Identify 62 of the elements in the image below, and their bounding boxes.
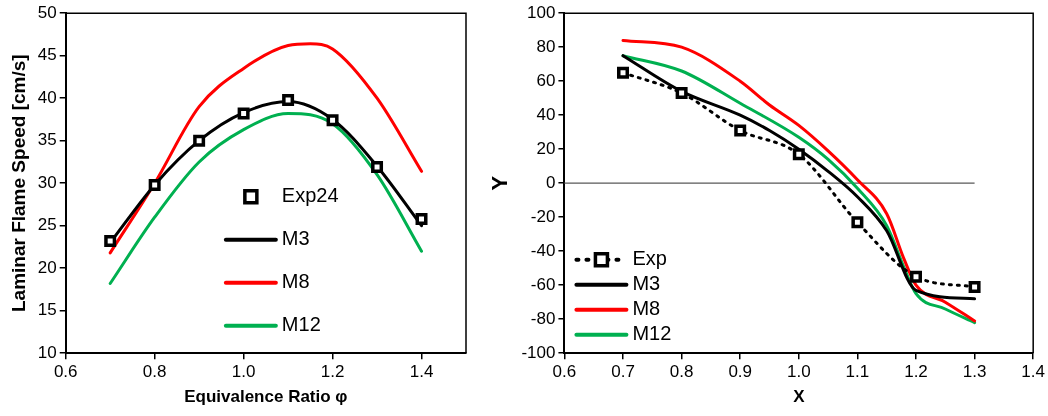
point bbox=[326, 114, 339, 127]
y-axis-title: Y bbox=[487, 175, 513, 191]
legend-label: M8 bbox=[281, 270, 310, 293]
point bbox=[734, 124, 747, 137]
point bbox=[104, 235, 117, 247]
x-tick-label: 1.2 bbox=[904, 362, 928, 382]
y-tick-label: 60 bbox=[536, 70, 556, 90]
y-tick-label: 40 bbox=[37, 87, 57, 107]
x-tick-label: 1.0 bbox=[786, 362, 811, 382]
x-tick-label: 0.8 bbox=[142, 362, 167, 382]
y-tick-label: -80 bbox=[530, 308, 556, 328]
point bbox=[792, 148, 805, 161]
line-series bbox=[108, 42, 424, 255]
x-tick-label: 1.1 bbox=[845, 362, 870, 382]
point bbox=[148, 178, 161, 191]
x-tick-label: 1.4 bbox=[409, 362, 434, 382]
y-tick-label: 100 bbox=[527, 2, 556, 22]
point bbox=[968, 280, 981, 293]
x-tick-label: 0.6 bbox=[53, 362, 78, 382]
y-tick-label: 45 bbox=[37, 45, 57, 65]
x-tick-label: 1.3 bbox=[962, 362, 987, 382]
y-tick-label: 25 bbox=[37, 215, 57, 235]
legend-label: Exp24 bbox=[281, 184, 339, 207]
y-tick-label: 15 bbox=[37, 300, 57, 320]
legend-label: M12 bbox=[632, 322, 672, 345]
point bbox=[617, 66, 630, 79]
y-tick-label: -20 bbox=[530, 206, 556, 226]
point bbox=[193, 134, 206, 147]
x-axis-title: Equivalence Ratio φ bbox=[184, 387, 348, 407]
y-tick-label: 80 bbox=[536, 36, 556, 56]
legend-label: Exp bbox=[632, 247, 667, 270]
x-tick-label: 0.8 bbox=[669, 362, 694, 382]
x-tick-label: 0.6 bbox=[552, 362, 577, 382]
x-tick-label: 1.2 bbox=[320, 362, 345, 382]
point bbox=[415, 212, 428, 225]
y-tick-label: 40 bbox=[536, 104, 556, 124]
y-tick-label: 10 bbox=[37, 342, 57, 362]
point bbox=[282, 93, 295, 106]
point bbox=[237, 107, 250, 120]
legend-label: M3 bbox=[632, 272, 661, 295]
y-tick-label: 0 bbox=[545, 172, 556, 192]
x-tick-label: 1.0 bbox=[231, 362, 256, 382]
legend-label: M3 bbox=[281, 227, 310, 250]
y-tick-label: 20 bbox=[536, 138, 556, 158]
x-axis-title: X bbox=[793, 387, 806, 407]
point bbox=[371, 161, 384, 174]
x-tick-label: 0.7 bbox=[611, 362, 635, 382]
y-tick-label: 30 bbox=[37, 172, 57, 192]
x-tick-label: 0.9 bbox=[728, 362, 753, 382]
y-tick-label: 50 bbox=[37, 2, 57, 22]
point bbox=[675, 87, 688, 100]
y-tick-label: 35 bbox=[37, 130, 57, 150]
y-tick-label: -60 bbox=[530, 274, 556, 294]
legend-label: M8 bbox=[632, 297, 661, 320]
point bbox=[851, 216, 864, 229]
y-tick-label: -40 bbox=[530, 240, 556, 260]
legend-label: M12 bbox=[281, 313, 321, 336]
y-tick-label: -100 bbox=[521, 342, 556, 362]
x-tick-label: 1.4 bbox=[1021, 362, 1045, 382]
y-tick-label: 20 bbox=[37, 257, 57, 277]
point bbox=[910, 270, 922, 283]
y-axis-title: Laminar Flame Speed [cm/s] bbox=[7, 54, 29, 313]
